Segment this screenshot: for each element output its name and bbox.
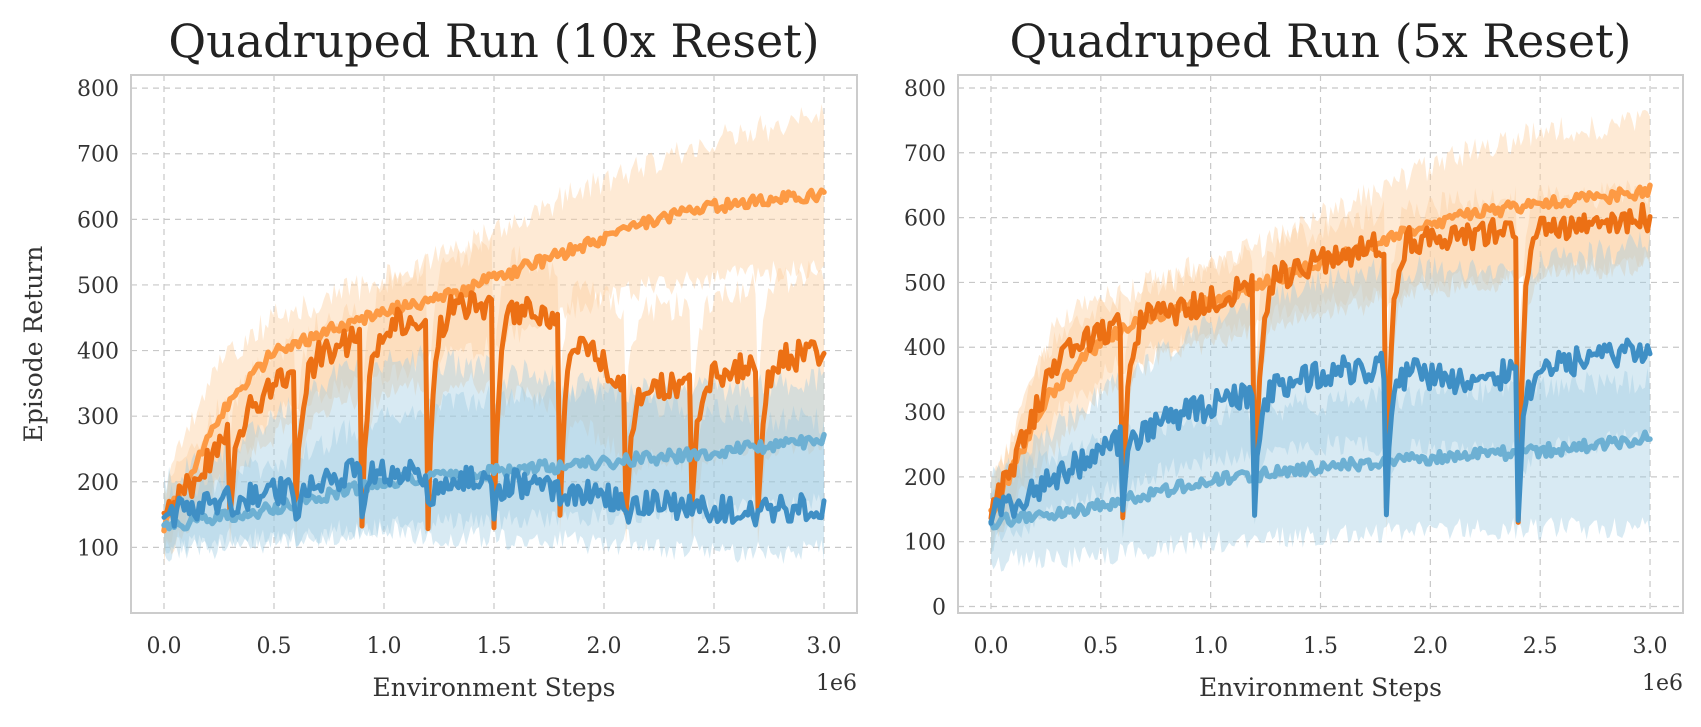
y-tick-label: 200 xyxy=(77,471,119,496)
x-tick-label: 2.5 xyxy=(697,634,732,659)
x-axis-exponent: 1e6 xyxy=(816,671,857,696)
chart-panel-2: 0.0 0.5 1.0 1.5 2.0 2.5 3.0 0 100 200 300 400 500 600… xyxy=(904,14,1684,702)
x-tick-label: 1.5 xyxy=(1303,634,1338,659)
y-tick-label: 300 xyxy=(77,405,119,430)
x-tick-label: 3.0 xyxy=(807,634,842,659)
plot-area xyxy=(988,109,1653,572)
plot-area xyxy=(161,103,827,566)
x-tick-label: 3.0 xyxy=(1633,634,1668,659)
y-tick-label: 400 xyxy=(77,340,119,365)
series-2-line xyxy=(161,290,827,532)
y-tick-label: 500 xyxy=(77,274,119,299)
y-tick-label: 800 xyxy=(904,77,946,102)
x-tick-label: 2.5 xyxy=(1523,634,1558,659)
series-2-band xyxy=(991,180,1650,554)
x-tick-label: 0.5 xyxy=(257,634,292,659)
y-tick-label: 700 xyxy=(77,143,119,168)
y-tick-label: 200 xyxy=(904,466,946,491)
y-tick-label: 600 xyxy=(77,208,119,233)
x-tick-label: 1.0 xyxy=(1193,634,1228,659)
axes-frame xyxy=(957,74,1684,614)
x-axis-label: Environment Steps xyxy=(373,673,616,702)
chart-panel-1: 0.0 0.5 1.0 1.5 2.0 2.5 3.0 100 200 300 400 500 600 7… xyxy=(19,14,858,702)
x-tick-label: 1.5 xyxy=(477,634,512,659)
y-axis-label: Episode Return xyxy=(19,246,48,443)
series-1-line xyxy=(161,187,827,534)
x-tick-label: 2.0 xyxy=(1413,634,1448,659)
y-tick-label: 300 xyxy=(904,401,946,426)
y-tick-label: 600 xyxy=(904,207,946,232)
series-4-band xyxy=(991,231,1650,553)
chart-title: Quadruped Run (10x Reset) xyxy=(168,14,819,68)
y-tick-label: 800 xyxy=(77,77,119,102)
y-tick-label: 400 xyxy=(904,336,946,361)
x-tick-label: 0.5 xyxy=(1083,634,1118,659)
x-tick-label: 2.0 xyxy=(587,634,622,659)
y-tick-label: 0 xyxy=(932,596,946,621)
x-tick-label: 1.0 xyxy=(367,634,402,659)
x-tick-label: 0.0 xyxy=(973,634,1008,659)
series-1-band xyxy=(991,109,1650,538)
y-tick-label: 700 xyxy=(904,142,946,167)
x-tick-label: 0.0 xyxy=(147,634,182,659)
series-3-line xyxy=(988,429,1653,531)
y-tick-label: 500 xyxy=(904,271,946,296)
chart-title: Quadruped Run (5x Reset) xyxy=(1010,14,1632,68)
series-4-line xyxy=(161,457,827,529)
axes-frame xyxy=(130,74,858,614)
y-tick-label: 100 xyxy=(904,531,946,556)
y-tick-label: 100 xyxy=(77,536,119,561)
series-1-line xyxy=(988,182,1653,516)
series-3-line xyxy=(161,431,827,532)
series-2-line xyxy=(988,202,1653,525)
x-axis-label: Environment Steps xyxy=(1199,673,1442,702)
series-4-line xyxy=(988,337,1653,526)
x-axis-exponent: 1e6 xyxy=(1642,671,1683,696)
